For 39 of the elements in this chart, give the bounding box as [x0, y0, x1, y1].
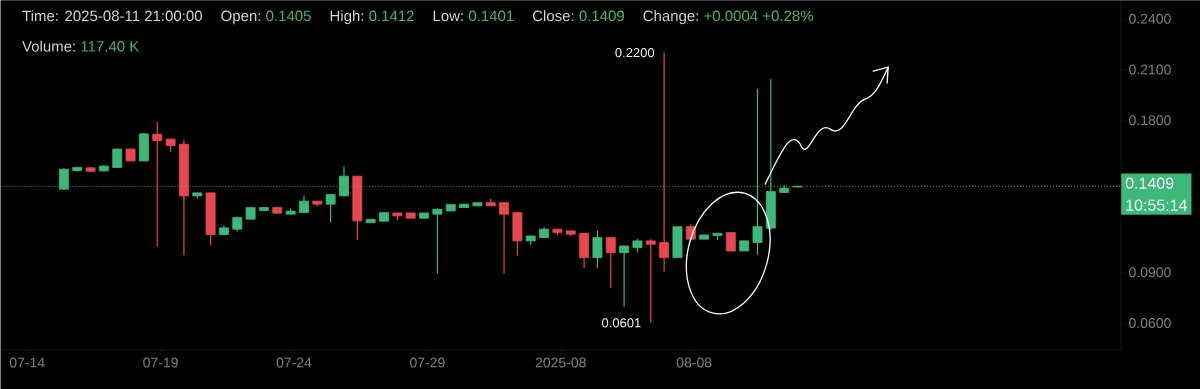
candlestick: [725, 231, 736, 252]
annotation: 117.40 K: [81, 41, 140, 52]
candlestick: [152, 121, 163, 248]
annotation: 0.1412: [369, 10, 414, 22]
annotation: Volume:: [22, 40, 75, 52]
annotation: 0.2200: [615, 47, 655, 58]
candlestick: [325, 193, 336, 223]
candlestick: [592, 229, 603, 269]
annotation: Close:: [532, 10, 574, 22]
annotation: Change:: [643, 10, 698, 25]
annotation: 0.1405: [266, 10, 311, 22]
candlestick: [432, 207, 443, 275]
candlestick: [605, 237, 616, 289]
x-tick-label: 07-24: [276, 357, 312, 368]
candlestick: [499, 202, 509, 275]
annotation: +0.0004 +0.28%: [704, 10, 814, 22]
x-tick-label: 08-08: [676, 357, 712, 368]
text: 10:55:14: [1126, 199, 1187, 211]
y-tick-label: 0.0600: [1129, 318, 1171, 328]
candlestick: [112, 147, 123, 169]
annotation: High:: [330, 10, 364, 25]
candlestick: [645, 238, 656, 324]
x-tick-label: 07-29: [410, 357, 445, 368]
annotation: 0.1409: [579, 10, 624, 22]
annotation: 0.0601: [602, 318, 641, 328]
candlestick: [659, 51, 670, 273]
y-tick-label: 0.2400: [1129, 13, 1171, 24]
x-tick-label: 07-19: [143, 357, 178, 368]
annotation: Low:: [433, 10, 463, 22]
annotation: 0.1401: [468, 10, 514, 22]
x-tick-label: 2025-08: [535, 357, 586, 368]
text: Time: 2025-08-11 21:00:00: [22, 10, 202, 22]
annotation: Open:: [221, 10, 261, 25]
y-tick-label: 0.1800: [1129, 115, 1171, 126]
y-tick-label: 0.0900: [1129, 267, 1171, 278]
ref-line-label: 0.1409: [1125, 177, 1174, 189]
x-tick-label: 07-14: [9, 357, 45, 368]
candlestick: [619, 245, 630, 308]
y-tick-label: 0.2100: [1129, 64, 1171, 75]
